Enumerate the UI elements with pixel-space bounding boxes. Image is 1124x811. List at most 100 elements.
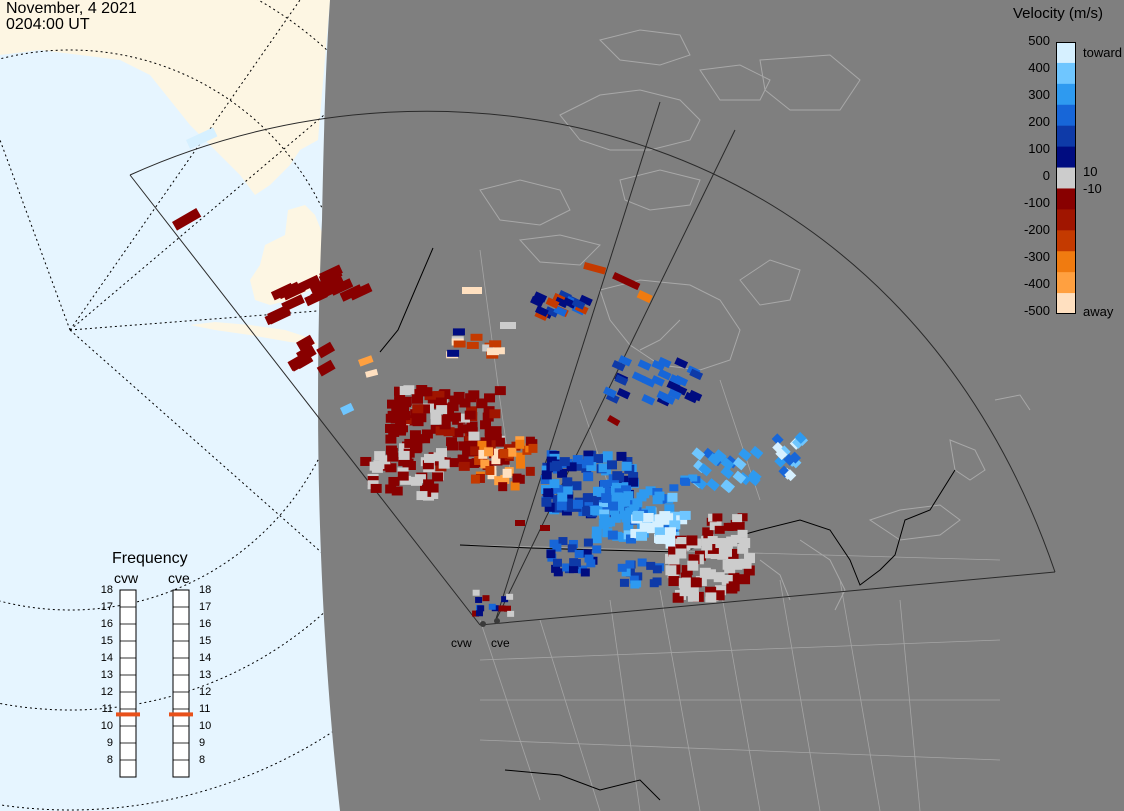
echo-cell: [423, 453, 435, 463]
echo-cell: [674, 357, 689, 369]
echo-cell: [688, 389, 703, 402]
echo-cell: [482, 344, 495, 352]
echo-cell: [507, 447, 517, 457]
echo-cell: [458, 413, 470, 423]
echo-cell: [503, 605, 511, 612]
echo-cell: [596, 487, 607, 497]
echo-cell: [530, 295, 544, 308]
echo-cell: [732, 470, 747, 484]
echo-cell: [794, 431, 807, 444]
echo-cell: [664, 504, 675, 514]
echo-cell: [391, 486, 403, 496]
echo-cell: [541, 497, 552, 507]
echo-cell: [551, 460, 562, 470]
frequency-tick-right: 11: [199, 703, 211, 715]
colorbar-neg-threshold: -10: [1083, 181, 1102, 196]
echo-cell: [713, 449, 727, 463]
echo-cell: [562, 297, 577, 309]
echo-cell: [652, 577, 662, 586]
echo-cell: [740, 558, 752, 569]
echo-cell: [737, 543, 749, 554]
colorbar-segment: [1056, 188, 1076, 210]
echo-cell: [670, 511, 682, 521]
echo-cell: [629, 575, 639, 584]
echo-cell: [637, 558, 647, 567]
echo-cell: [277, 281, 301, 300]
echo-cell: [374, 451, 386, 461]
site-label-cve: cve: [491, 636, 510, 650]
echo-cell: [490, 426, 502, 436]
echo-cell: [569, 558, 579, 567]
echo-cell: [686, 535, 698, 546]
echo-cell: [616, 451, 627, 461]
echo-cell: [739, 574, 751, 585]
echo-cell: [549, 479, 560, 489]
echo-cell: [525, 466, 535, 476]
echo-cell: [534, 305, 549, 317]
echo-cell: [687, 584, 699, 595]
echo-cell: [172, 208, 202, 231]
frequency-tick-right: 15: [199, 635, 212, 647]
echo-cell: [668, 546, 680, 557]
echo-cell: [642, 512, 654, 522]
echo-cell: [591, 534, 602, 544]
site-marker-cvw: [480, 621, 486, 627]
echo-cell: [370, 483, 382, 493]
echo-cell: [630, 528, 642, 538]
echo-cell: [360, 456, 372, 466]
echo-cell: [544, 306, 559, 318]
echo-cell: [502, 468, 512, 478]
echo-cell: [443, 410, 455, 420]
echo-cell: [435, 426, 447, 436]
echo-cell: [476, 399, 488, 409]
echo-cell: [387, 452, 399, 462]
echo-cell: [365, 368, 379, 378]
echo-cell: [397, 471, 409, 481]
echo-cell: [410, 409, 422, 419]
echo-cell: [684, 391, 699, 404]
frequency-tick-right: 13: [199, 669, 212, 681]
echo-cell: [583, 493, 594, 503]
frequency-tick-right: 18: [199, 584, 212, 596]
echo-cell: [598, 502, 609, 512]
echo-cell: [632, 498, 643, 508]
echo-cell: [494, 476, 504, 486]
echo-cell: [691, 447, 706, 461]
colorbar-segment: [1056, 42, 1076, 64]
echo-cell: [593, 495, 604, 505]
echo-cell: [641, 376, 656, 388]
echo-cell: [478, 449, 488, 459]
colorbar-segment: [1056, 104, 1076, 127]
echo-cell: [489, 432, 501, 442]
echo-cell: [559, 457, 570, 467]
echo-cell: [498, 482, 508, 492]
echo-cell: [778, 445, 791, 458]
colorbar-segment: [1056, 62, 1076, 85]
echo-cell: [669, 520, 681, 530]
colorbar-value-label: -100: [1023, 195, 1050, 210]
echo-cell: [667, 388, 682, 400]
echo-cell: [484, 427, 496, 437]
echo-cell: [541, 470, 552, 480]
echo-cell: [439, 420, 451, 430]
echo-cell: [679, 510, 691, 520]
frequency-tick-left: 13: [100, 669, 113, 681]
echo-cell: [673, 384, 688, 396]
colorbar-segment: [1056, 293, 1076, 314]
echo-cell: [611, 359, 626, 372]
colorbar-segment: [1056, 272, 1076, 294]
frequency-tick-left: 11: [101, 703, 113, 715]
colorbar-value-label: -200: [1023, 222, 1050, 237]
colorbar-segment: [1056, 209, 1076, 231]
echo-cell: [690, 577, 702, 588]
echo-cell: [721, 479, 736, 493]
echo-cell: [394, 390, 406, 400]
echo-cell: [316, 341, 336, 359]
echo-cell: [528, 443, 538, 453]
echo-cell: [720, 465, 734, 480]
echo-cell: [586, 559, 596, 568]
echo-cell: [617, 563, 627, 572]
echo-cell: [464, 410, 476, 420]
